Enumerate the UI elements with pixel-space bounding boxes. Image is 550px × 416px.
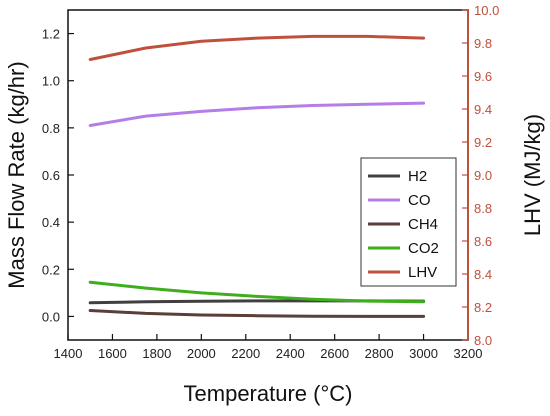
series-layer xyxy=(88,34,426,318)
x-tick-label: 3200 xyxy=(454,346,483,361)
y2-tick-label: 9.6 xyxy=(474,69,492,84)
legend-label-ch4: CH4 xyxy=(408,216,438,233)
y-tick-label: 0.2 xyxy=(42,262,60,277)
y2-tick-label: 10.0 xyxy=(474,3,499,18)
legend-label-lhv: LHV xyxy=(408,264,437,281)
x-tick-label: 1800 xyxy=(142,346,171,361)
y-tick-label: 1.2 xyxy=(42,27,60,42)
y2-tick-label: 9.2 xyxy=(474,135,492,150)
y2-tick-label: 8.2 xyxy=(474,300,492,315)
y-tick-label: 0.4 xyxy=(42,215,60,230)
legend-label-h2: H2 xyxy=(408,168,427,185)
y-axis-title: Mass Flow Rate (kg/hr) xyxy=(4,61,29,288)
series-line-lhv xyxy=(88,34,426,61)
y-tick-label: 0.6 xyxy=(42,168,60,183)
legend-label-co2: CO2 xyxy=(408,240,439,257)
x-tick-label: 1600 xyxy=(98,346,127,361)
series-line-co xyxy=(88,101,426,127)
y2-tick-label: 9.8 xyxy=(474,36,492,51)
y2-axis-title: LHV (MJ/kg) xyxy=(520,114,545,236)
x-tick-label: 2000 xyxy=(187,346,216,361)
y2-tick-label: 8.4 xyxy=(474,267,492,282)
x-tick-label: 3000 xyxy=(409,346,438,361)
x-tick-label: 1400 xyxy=(54,346,83,361)
y2-tick-label: 9.4 xyxy=(474,102,492,117)
series-line-ch4 xyxy=(88,309,426,318)
x-tick-label: 2800 xyxy=(365,346,394,361)
series-line-co2 xyxy=(88,280,426,304)
y2-tick-label: 8.0 xyxy=(474,333,492,348)
legend-label-co: CO xyxy=(408,192,431,209)
y2-tick-label: 9.0 xyxy=(474,168,492,183)
tick-layer: 1400 1600 1800 2000 2200 2400 2600 2800 3000 3200… xyxy=(42,3,499,361)
x-tick-label: 2400 xyxy=(276,346,305,361)
y-tick-label: 0.8 xyxy=(42,121,60,136)
legend: H2 CO CH4 CO2 LHV xyxy=(360,157,457,287)
x-axis-title: Temperature (°C) xyxy=(184,381,353,406)
legend-box xyxy=(360,157,457,287)
y-tick-label: 1.0 xyxy=(42,74,60,89)
x-tick-label: 2200 xyxy=(231,346,260,361)
y-tick-label: 0.0 xyxy=(42,309,60,324)
y2-tick-label: 8.6 xyxy=(474,234,492,249)
x-tick-label: 2600 xyxy=(320,346,349,361)
y2-tick-label: 8.8 xyxy=(474,201,492,216)
